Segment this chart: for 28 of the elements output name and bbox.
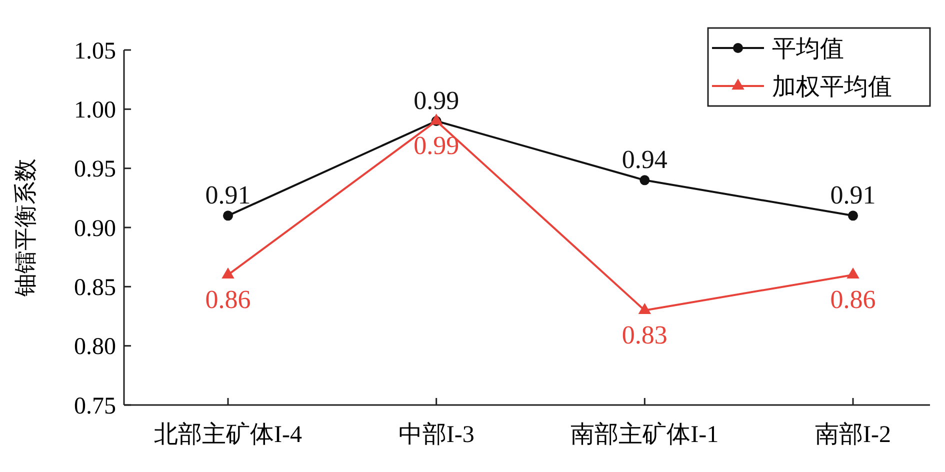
data-label: 0.99 [414, 86, 460, 115]
text: 1.05 [74, 38, 116, 64]
data-label: 0.91 [830, 180, 876, 210]
data-label: 0.83 [622, 320, 668, 350]
text: 0.95 [74, 156, 116, 183]
y-axis-title: 铀镭平衡系数 [13, 158, 38, 298]
data-label: 0.94 [622, 145, 668, 174]
point [848, 210, 858, 221]
data-label: 0.86 [205, 284, 251, 314]
point [846, 267, 860, 279]
x-tick-label: 中部I-3 [398, 421, 474, 448]
data-label: 0.99 [414, 131, 460, 160]
point [640, 175, 650, 186]
x-tick-label: 南部主矿体I-1 [570, 421, 719, 448]
x-tick-label: 南部I-2 [815, 421, 891, 448]
legend-label: 平均值 [772, 36, 844, 62]
data-label: 0.91 [205, 180, 251, 210]
data-label: 0.86 [830, 284, 876, 314]
x-tick-label: 北部主矿体I-4 [154, 421, 302, 448]
legend-label: 加权平均值 [772, 74, 892, 100]
text: 0.85 [74, 275, 116, 302]
point [223, 210, 233, 221]
text: 0.75 [74, 393, 116, 420]
point [222, 267, 234, 279]
point [638, 302, 652, 314]
text: 0.80 [74, 334, 116, 360]
text: 0.90 [74, 216, 116, 242]
text: 1.00 [74, 98, 116, 124]
